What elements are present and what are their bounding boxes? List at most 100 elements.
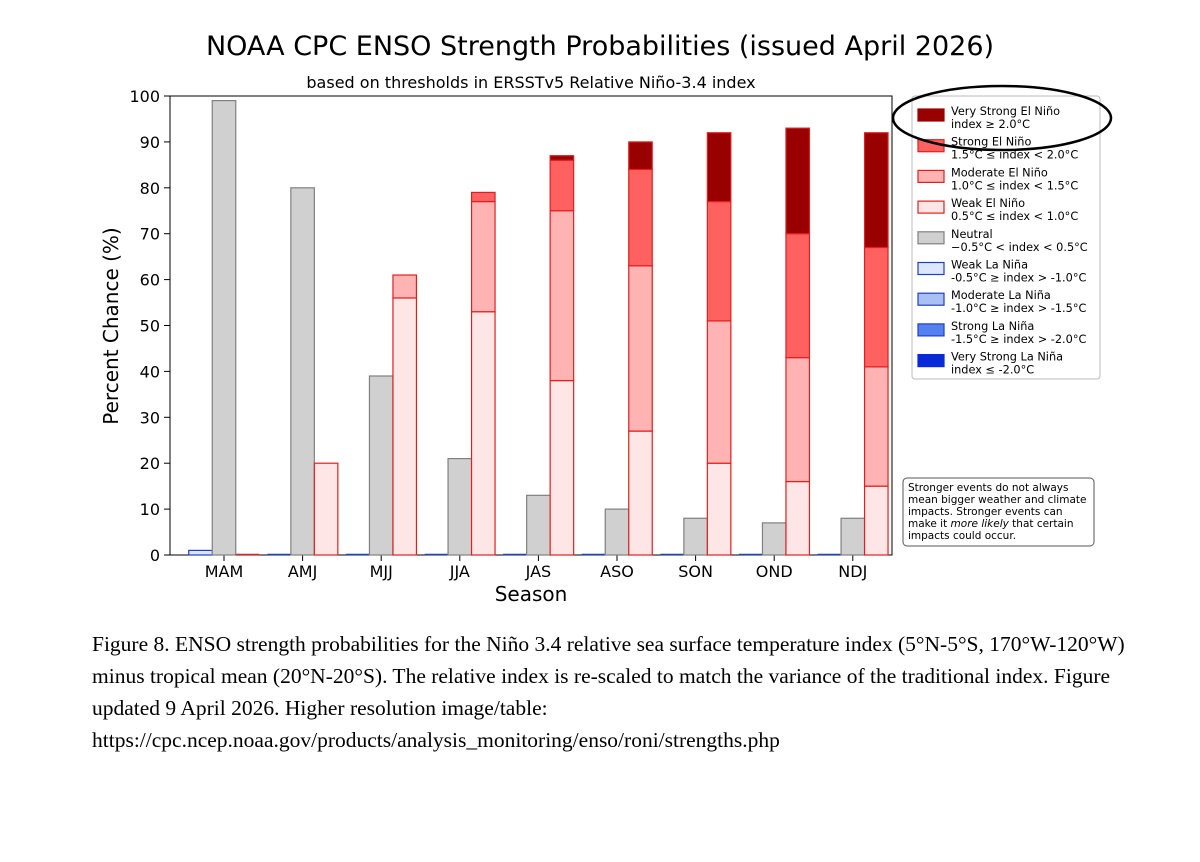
annotation-line-4-italic: more likely [951, 518, 1010, 530]
legend-entry-moderate-la-nina: Moderate La Niña-1.0°C ≥ index > -1.5°C [917, 289, 1086, 315]
x-tick-label: MJJ [370, 562, 393, 581]
legend-range: 0.5°C ≤ index < 1.0°C [951, 210, 1078, 223]
annotation-line-2: mean bigger weather and climate [908, 494, 1086, 506]
legend-swatch [917, 169, 945, 183]
legend-range: -1.0°C ≥ index > -1.5°C [951, 302, 1086, 315]
legend-range: -1.5°C ≥ index > -2.0°C [951, 333, 1086, 346]
x-tick-label: JAS [525, 562, 552, 581]
chart-title: NOAA CPC ENSO Strength Probabilities (is… [206, 31, 994, 62]
bar-el-nino-weak-mjj [392, 297, 418, 556]
legend-swatch [917, 231, 945, 245]
y-tick-label: 50 [140, 317, 160, 336]
bar-el-nino-strong-jja [470, 191, 496, 203]
bar-neutral-mam [211, 99, 237, 556]
bar-neutral-ndj [840, 517, 866, 556]
legend-label: Moderate La Niña [951, 289, 1051, 302]
legend-label: Strong El Niño [951, 136, 1031, 149]
x-tick-label: NDJ [838, 562, 867, 581]
y-tick-label: 0 [150, 546, 160, 565]
y-tick-label: 20 [140, 454, 160, 473]
legend-swatch [917, 261, 945, 276]
annotation-text: Stronger events do not always mean bigge… [908, 482, 1090, 542]
legend-label: Very Strong La Niña [951, 351, 1063, 364]
legend-entry-neutral: Neutral−0.5°C < index < 0.5°C [917, 228, 1088, 254]
bar-la-nina-mam [188, 549, 213, 556]
bar-el-nino-weak-jja [470, 311, 496, 556]
bar-el-nino-very-strong-aso [628, 141, 653, 171]
bar-neutral-son [683, 517, 708, 556]
legend-range: 1.0°C ≤ index < 1.5°C [951, 179, 1078, 192]
annotation-line-5: impacts could occur. [908, 530, 1016, 542]
legend-range: index ≥ 2.0°C [951, 118, 1030, 131]
bar-neutral-aso [604, 508, 630, 556]
y-tick-label: 40 [140, 362, 160, 381]
bar-el-nino-strong-aso [628, 168, 653, 267]
legend-swatch [917, 200, 945, 214]
x-axis-label: Season [495, 582, 568, 606]
bar-series [188, 99, 889, 556]
bar-el-nino-weak-ndj [863, 485, 889, 556]
annotation-line-4b: that certain [1009, 518, 1074, 530]
bar-el-nino-very-strong-ndj [863, 132, 889, 249]
y-tick-label: 30 [140, 408, 160, 427]
bar-el-nino-moderate-jas [549, 210, 575, 382]
legend-entry-strong-la-nina: Strong La Niña-1.5°C ≥ index > -2.0°C [917, 320, 1086, 346]
legend-label: Weak La Niña [951, 259, 1028, 272]
legend-label: Neutral [951, 228, 993, 241]
bar-el-nino-strong-ond [785, 233, 811, 359]
bar-neutral-amj [290, 187, 315, 556]
y-tick-label: 90 [140, 133, 160, 152]
y-axis-label: Percent Chance (%) [99, 227, 123, 424]
y-tick-label: 100 [129, 87, 160, 106]
x-tick-label: OND [756, 562, 793, 581]
x-tick-label: JJA [449, 562, 470, 581]
figure-caption: Figure 8. ENSO strength probabilities fo… [92, 632, 1125, 752]
bar-el-nino-weak-son [706, 462, 732, 556]
legend-entry-weak-la-nina: Weak La Niña-0.5°C ≥ index > -1.0°C [917, 259, 1086, 285]
bar-el-nino-very-strong-ond [785, 127, 811, 235]
bar-neutral-ond [761, 522, 787, 556]
annotation-box [902, 477, 1095, 547]
annotation-note: Stronger events do not always mean bigge… [902, 477, 1095, 547]
bar-el-nino-strong-ndj [863, 246, 889, 368]
bar-el-nino-weak-jas [549, 379, 575, 556]
y-tick-label: 80 [140, 179, 160, 198]
bar-el-nino-moderate-mjj [392, 274, 418, 299]
legend-range: index ≤ -2.0°C [951, 364, 1034, 377]
legend-label: Moderate El Niño [951, 166, 1048, 179]
enso-chart: NOAA CPC ENSO Strength Probabilities (is… [99, 31, 1113, 606]
plot-area-frame [169, 95, 893, 556]
bar-el-nino-moderate-ond [785, 357, 811, 483]
annotation-line-3: impacts. Stronger events can [908, 506, 1063, 518]
x-tick-label: AMJ [288, 562, 317, 581]
bar-el-nino-strong-jas [549, 159, 575, 212]
x-tick-label: SON [678, 562, 713, 581]
bar-neutral-jas [526, 494, 551, 556]
legend-range: −0.5°C < index < 0.5°C [951, 241, 1088, 254]
bar-el-nino-moderate-aso [628, 265, 653, 432]
bar-el-nino-weak-aso [628, 430, 653, 556]
bar-el-nino-weak-ond [785, 480, 811, 556]
legend-range: -0.5°C ≥ index > -1.0°C [951, 272, 1086, 285]
x-tick-label: ASO [600, 562, 634, 581]
bar-neutral-mjj [368, 375, 394, 556]
legend-swatch [917, 354, 945, 368]
legend-box [911, 95, 1101, 380]
y-tick-label: 60 [140, 271, 160, 290]
y-tick-label: 10 [140, 500, 160, 519]
legend-swatch [917, 323, 945, 337]
x-axis: MAM AMJ MJJ JJA JAS ASO SON OND NDJ [205, 555, 867, 581]
y-axis: 0 10 20 30 40 50 60 70 80 90 100 [129, 87, 170, 565]
bar-el-nino-moderate-jja [470, 200, 496, 313]
bar-el-nino-moderate-son [706, 320, 732, 464]
chart-subtitle: based on thresholds in ERSSTv5 Relative … [306, 73, 755, 92]
legend-label: Strong La Niña [951, 320, 1034, 333]
legend-range: 1.5°C ≤ index < 2.0°C [951, 149, 1078, 162]
bar-el-nino-very-strong-jas [549, 155, 575, 161]
y-tick-label: 70 [140, 225, 160, 244]
annotation-line-4a: make it [908, 518, 951, 530]
